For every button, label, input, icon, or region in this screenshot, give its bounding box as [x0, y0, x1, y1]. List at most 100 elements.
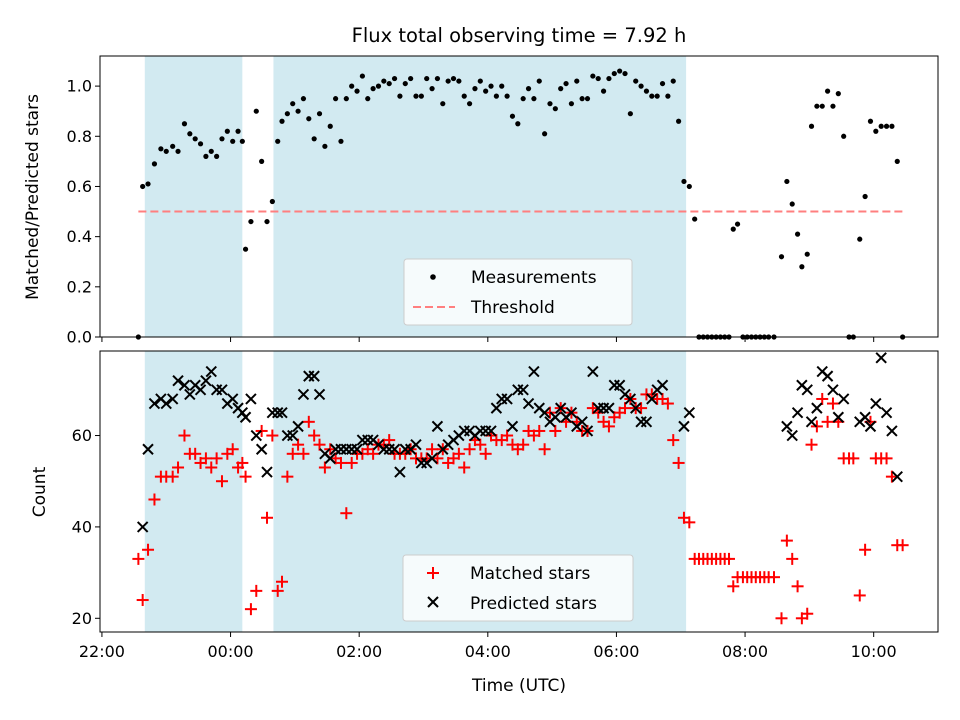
- measurement-point: [151, 161, 158, 167]
- measurement-point: [418, 93, 424, 99]
- measurement-point: [824, 88, 831, 94]
- measurement-point: [579, 96, 585, 102]
- predicted-star-point: [324, 452, 336, 465]
- predicted-star-point: [200, 374, 212, 387]
- x-tick-label: 02:00: [336, 642, 382, 661]
- matched-star-point: [791, 580, 804, 593]
- y-tick-label: 60: [72, 426, 92, 445]
- measurement-point: [734, 221, 741, 227]
- measurement-point: [873, 128, 879, 134]
- measurement-point: [595, 75, 601, 82]
- predicted-star-point: [624, 393, 637, 405]
- measurement-point: [867, 118, 874, 124]
- predicted-star-point: [313, 388, 326, 401]
- measurement-point: [531, 96, 537, 102]
- predicted-star-point: [172, 374, 184, 387]
- predicted-star-point: [538, 406, 551, 419]
- predicted-star-point: [394, 466, 406, 478]
- predicted-star-point: [864, 420, 877, 433]
- measurement-point: [794, 231, 801, 237]
- matched-star-point: [786, 552, 799, 565]
- measurement-point: [499, 83, 505, 89]
- predicted-star-point: [880, 406, 893, 419]
- y-tick-label: 0.8: [67, 127, 92, 146]
- measurement-point: [504, 93, 510, 99]
- matched-star-point: [826, 397, 839, 410]
- threshold-legend-label: Threshold: [470, 298, 555, 318]
- matched-star-point: [805, 438, 818, 451]
- predicted-star-point: [630, 402, 642, 414]
- measurement-point: [306, 116, 312, 122]
- measurement-point: [140, 183, 146, 190]
- measurement-point: [359, 73, 365, 79]
- measurement-point: [279, 118, 285, 124]
- matched-points: [132, 388, 909, 625]
- x-axis-label: Time (UTC): [471, 676, 566, 696]
- predicted-star-point: [801, 384, 813, 396]
- predicted-star-point: [837, 393, 850, 405]
- predicted-star-point: [287, 429, 299, 442]
- matched-star-point: [768, 571, 781, 584]
- bottom-y-axis-label: Count: [30, 466, 50, 517]
- matched-star-point: [479, 447, 492, 460]
- measurement-point: [242, 246, 249, 252]
- top-legend: Measurements Threshold: [403, 258, 633, 326]
- matched-star-point: [199, 452, 212, 465]
- measurement-point: [248, 218, 254, 225]
- x-tick-label: 00:00: [208, 642, 254, 661]
- measurement-point: [354, 88, 360, 94]
- measurement-point: [338, 138, 344, 144]
- matched-star-point: [178, 429, 191, 442]
- predicted-star-point: [485, 425, 497, 437]
- predicted-star-point: [603, 402, 615, 414]
- measurement-point: [509, 113, 516, 119]
- measurement-point: [808, 123, 815, 129]
- measurement-point: [343, 96, 349, 102]
- measurement-point: [789, 201, 795, 207]
- measurement-point: [622, 70, 628, 77]
- predicted-star-point: [148, 397, 161, 410]
- x-tick-label: 10:00: [851, 642, 897, 661]
- predicted-star-point: [786, 429, 798, 442]
- measurement-point: [563, 80, 569, 87]
- matched-star-point: [292, 438, 305, 451]
- measurement-point: [670, 78, 676, 84]
- measurement-point: [643, 88, 650, 94]
- matched-star-point: [458, 461, 471, 474]
- measurement-point: [659, 80, 666, 87]
- predicted-star-point: [656, 379, 669, 391]
- matched-star-point: [801, 607, 814, 620]
- predicted-star-point: [178, 379, 191, 391]
- predicted-star-point: [205, 365, 217, 378]
- predicted-star-point: [565, 406, 578, 419]
- measurement-point: [488, 83, 494, 89]
- matched-star-point: [780, 534, 793, 547]
- matched-star-point: [661, 397, 674, 410]
- matched-star-point: [297, 447, 310, 460]
- matched-star-point: [132, 552, 145, 565]
- measurement-point: [456, 78, 462, 84]
- predicted-star-point: [528, 365, 540, 378]
- bottom-legend: Matched stars Predicted stars: [402, 554, 634, 622]
- matched-star-point: [619, 402, 632, 415]
- predicted-star-point: [891, 470, 903, 483]
- measurement-point: [230, 138, 236, 144]
- predicted-star-point: [886, 425, 898, 437]
- predicted-star-point: [506, 420, 519, 433]
- observing-band: [144, 56, 243, 337]
- matched-star-point: [340, 507, 353, 520]
- y-tick-label: 0.6: [67, 177, 92, 196]
- predicted-points: [136, 352, 903, 533]
- top-legend-box: [403, 258, 633, 326]
- matched-star-point: [148, 493, 161, 506]
- matched-star-point: [210, 452, 223, 465]
- measurement-point: [239, 138, 245, 144]
- matched-star-point: [847, 452, 860, 465]
- predicted-star-point: [517, 384, 529, 396]
- measurement-point: [434, 75, 441, 82]
- measurement-point: [224, 128, 230, 134]
- matched-star-point: [166, 470, 179, 483]
- predicted-star-point: [184, 388, 196, 401]
- measurement-point: [397, 93, 403, 99]
